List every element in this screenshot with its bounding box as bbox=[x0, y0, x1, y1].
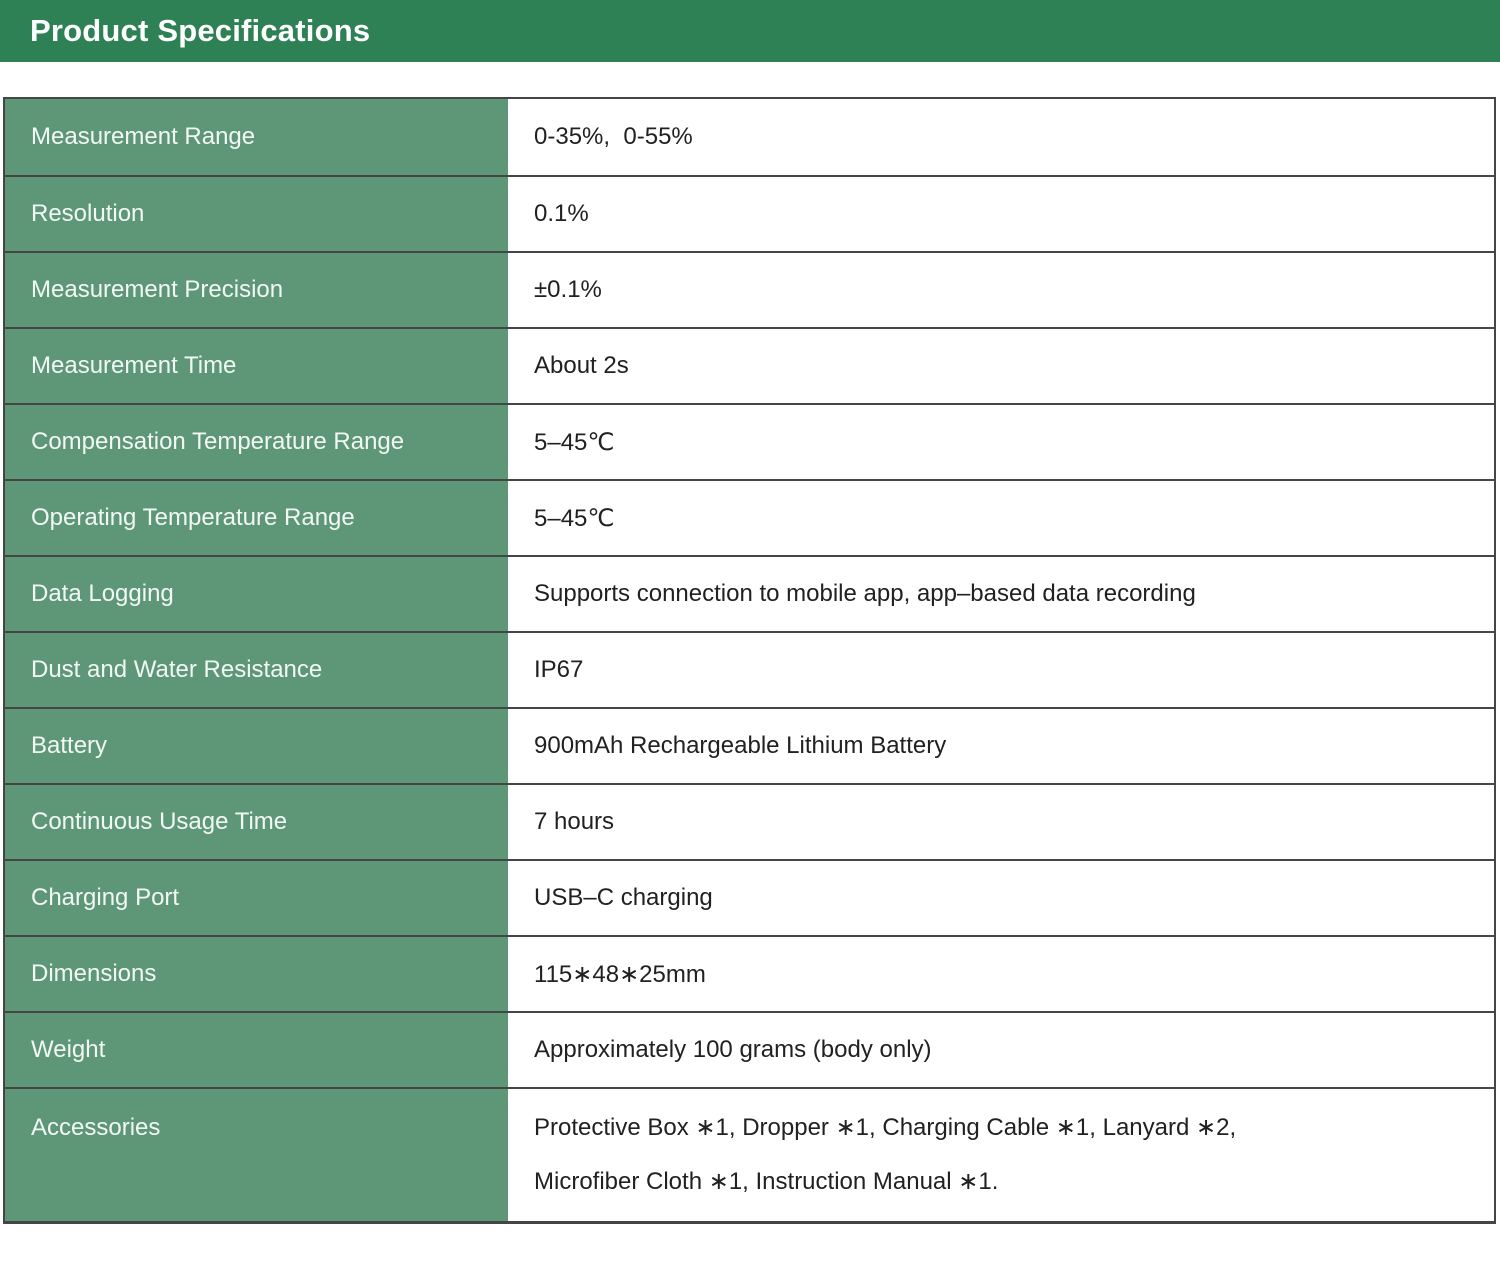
spec-label: Resolution bbox=[5, 177, 508, 251]
table-row: Weight Approximately 100 grams (body only… bbox=[5, 1011, 1494, 1087]
table-row: Continuous Usage Time 7 hours bbox=[5, 783, 1494, 859]
spec-value: 0.1% bbox=[508, 177, 1494, 251]
spec-label: Battery bbox=[5, 709, 508, 783]
spec-label: Dimensions bbox=[5, 937, 508, 1011]
table-row: Battery 900mAh Rechargeable Lithium Batte… bbox=[5, 707, 1494, 783]
spec-label: Operating Temperature Range bbox=[5, 481, 508, 555]
spec-label: Accessories bbox=[5, 1089, 508, 1221]
spec-label: Data Logging bbox=[5, 557, 508, 631]
table-row: Dimensions 115∗48∗25mm bbox=[5, 935, 1494, 1011]
spec-label: Measurement Precision bbox=[5, 253, 508, 327]
table-row: Measurement Time About 2s bbox=[5, 327, 1494, 403]
table-row: Data Logging Supports connection to mobil… bbox=[5, 555, 1494, 631]
spec-value: 7 hours bbox=[508, 785, 1494, 859]
spec-value: Approximately 100 grams (body only) bbox=[508, 1013, 1494, 1087]
spec-label: Charging Port bbox=[5, 861, 508, 935]
spec-value: IP67 bbox=[508, 633, 1494, 707]
spec-label: Continuous Usage Time bbox=[5, 785, 508, 859]
spec-value: 115∗48∗25mm bbox=[508, 937, 1494, 1011]
spec-value: USB–C charging bbox=[508, 861, 1494, 935]
spec-value: 0-35%, 0-55% bbox=[508, 99, 1494, 175]
spec-value: 5–45℃ bbox=[508, 405, 1494, 479]
spec-value: ±0.1% bbox=[508, 253, 1494, 327]
spec-label: Weight bbox=[5, 1013, 508, 1087]
table-row: Accessories Protective Box ∗1, Dropper ∗1… bbox=[5, 1087, 1494, 1221]
table-row: Measurement Range 0-35%, 0-55% bbox=[5, 99, 1494, 175]
spec-table: Measurement Range 0-35%, 0-55% Resolution 0… bbox=[3, 97, 1496, 1224]
spec-label: Dust and Water Resistance bbox=[5, 633, 508, 707]
spec-value: 900mAh Rechargeable Lithium Battery bbox=[508, 709, 1494, 783]
table-row: Measurement Precision ±0.1% bbox=[5, 251, 1494, 327]
spec-value: Protective Box ∗1, Dropper ∗1, Charging … bbox=[508, 1089, 1494, 1221]
page-header: Product Specifications bbox=[0, 0, 1500, 62]
table-row: Compensation Temperature Range 5–45℃ bbox=[5, 403, 1494, 479]
page-title: Product Specifications bbox=[30, 13, 371, 48]
table-row: Resolution 0.1% bbox=[5, 175, 1494, 251]
spec-value: Supports connection to mobile app, app–b… bbox=[508, 557, 1494, 631]
table-row: Charging Port USB–C charging bbox=[5, 859, 1494, 935]
spec-label: Measurement Time bbox=[5, 329, 508, 403]
spec-label: Measurement Range bbox=[5, 99, 508, 175]
table-row: Operating Temperature Range 5–45℃ bbox=[5, 479, 1494, 555]
spec-label: Compensation Temperature Range bbox=[5, 405, 508, 479]
table-row: Dust and Water Resistance IP67 bbox=[5, 631, 1494, 707]
spec-value: 5–45℃ bbox=[508, 481, 1494, 555]
spec-value: About 2s bbox=[508, 329, 1494, 403]
